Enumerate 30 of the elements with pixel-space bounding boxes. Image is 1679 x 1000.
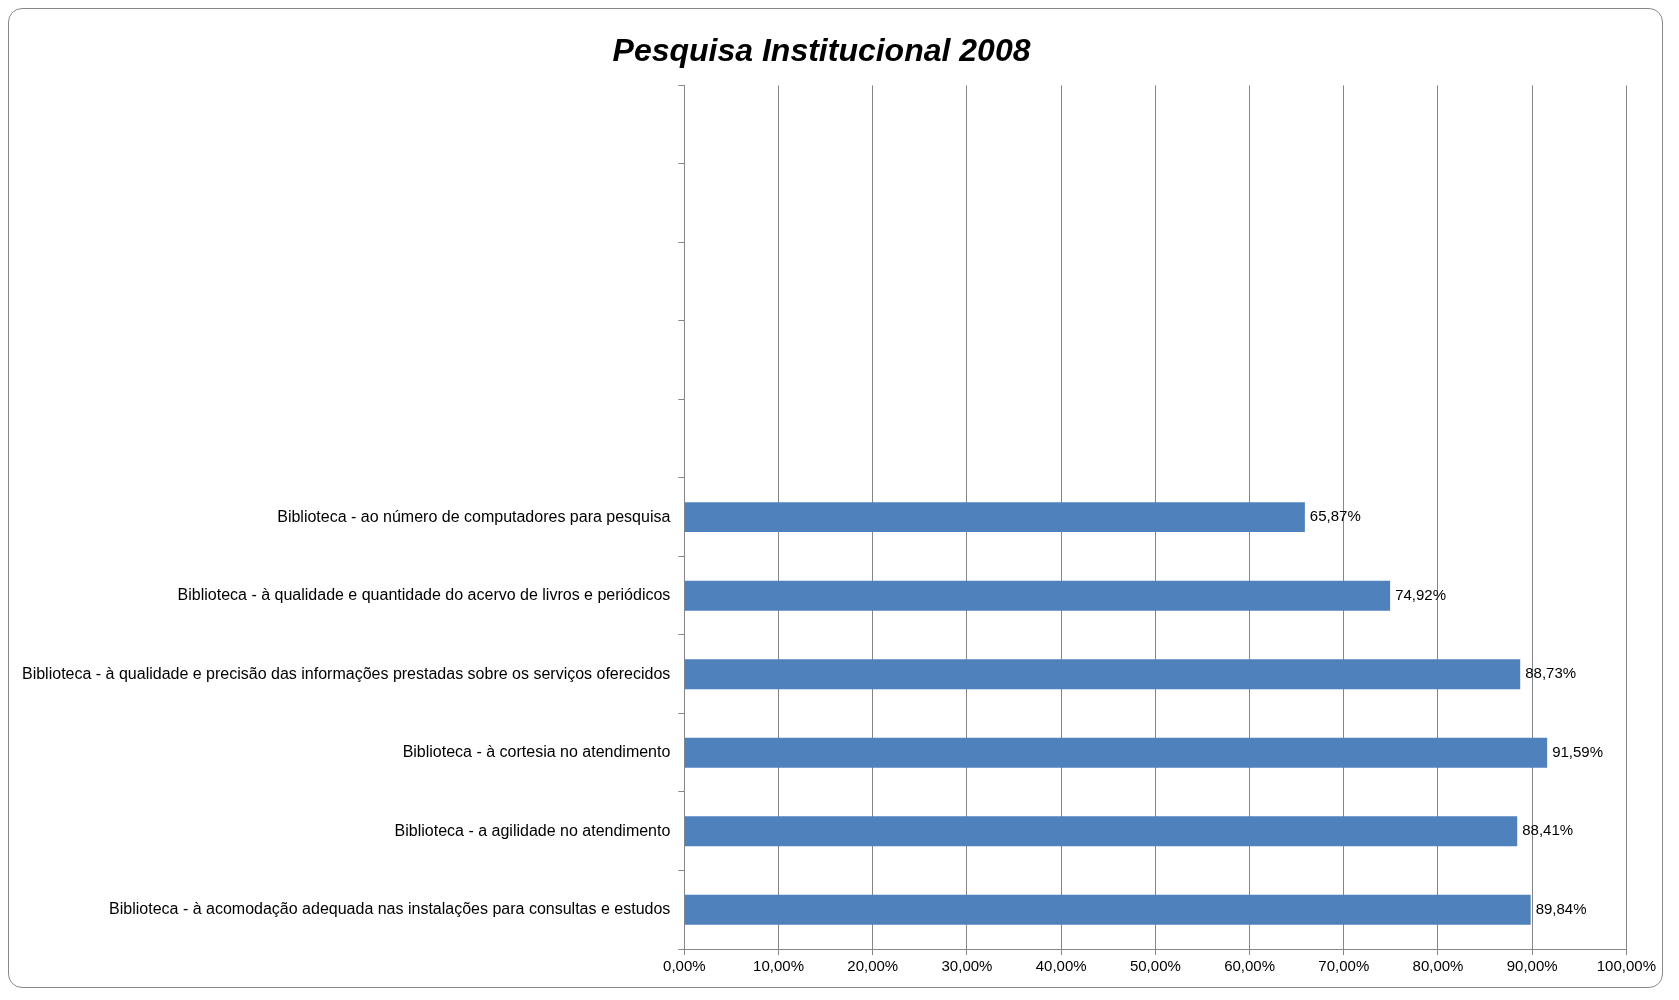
x-tick-label: 50,00% [1129, 957, 1181, 975]
bar [684, 659, 1521, 690]
y-tick-label: Biblioteca - a agilidade no atendimento [394, 821, 671, 839]
y-tick-label: Biblioteca - ao número de computadores para pesquisa [277, 507, 671, 525]
bar [684, 816, 1518, 847]
bar [684, 502, 1305, 533]
x-tick-label: 0,00% [663, 957, 706, 975]
data-label: 89,84% [1535, 899, 1587, 917]
x-tick-label: 100,00% [1596, 957, 1656, 975]
x-tick-label: 40,00% [1035, 957, 1087, 975]
x-tick-label: 10,00% [753, 957, 804, 975]
bar [684, 580, 1391, 611]
y-tick-label: Biblioteca - à cortesia no atendimento [402, 743, 671, 761]
data-label: 91,59% [1552, 742, 1604, 760]
y-tick-label: Biblioteca - à qualidade e quantidade do acervo de livros e periódicos [177, 586, 671, 604]
y-tick-label: Biblioteca - à acomodação adequada nas instalações para consultas e estudos [109, 900, 671, 918]
x-tick-label: 20,00% [847, 957, 899, 975]
x-tick-label: 30,00% [941, 957, 993, 975]
bar [684, 737, 1548, 768]
data-label: 65,87% [1309, 507, 1361, 525]
x-tick-label: 80,00% [1412, 957, 1464, 975]
x-tick-label: 90,00% [1506, 957, 1558, 975]
y-tick-label: Biblioteca - à qualidade e precisão das informações prestadas sobre os serviços oferecidos [21, 664, 671, 682]
bar [684, 894, 1531, 925]
data-label: 88,73% [1525, 664, 1577, 682]
x-tick-label: 70,00% [1318, 957, 1370, 975]
chart-title: Pesquisa Institucional 2008 [612, 32, 1031, 69]
data-label: 88,41% [1522, 821, 1574, 839]
x-tick-label: 60,00% [1224, 957, 1276, 975]
data-label: 74,92% [1395, 585, 1446, 603]
